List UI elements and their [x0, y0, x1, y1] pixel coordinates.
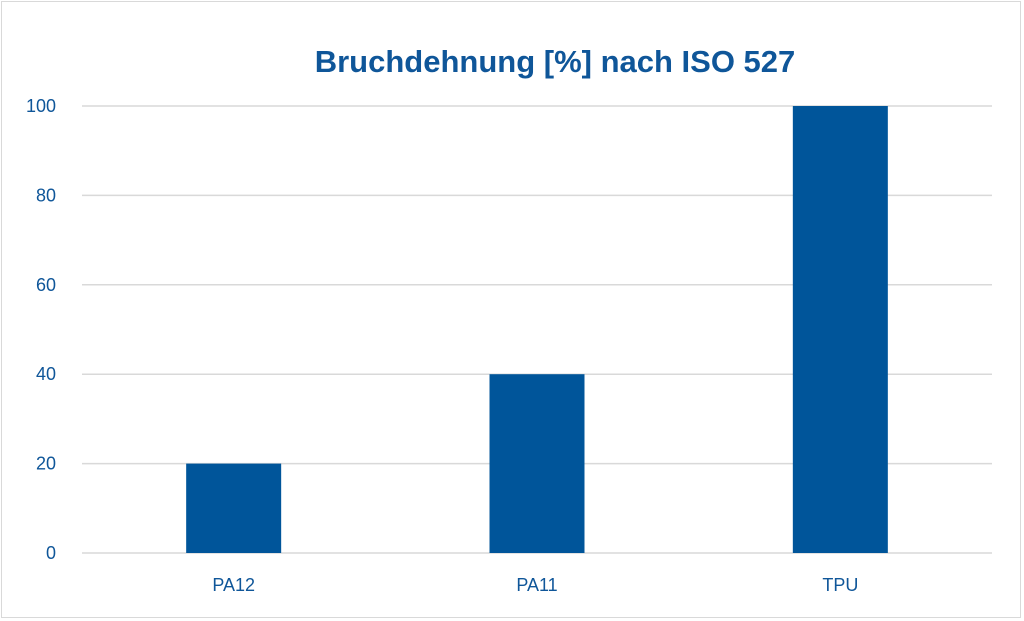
x-tick-label: TPU — [822, 575, 858, 595]
bar-pa12 — [186, 463, 282, 553]
y-tick-label: 80 — [36, 185, 56, 205]
y-tick-label: 0 — [46, 543, 56, 563]
x-tick-label: PA12 — [212, 575, 255, 595]
y-tick-label: 40 — [36, 364, 56, 384]
y-tick-label: 100 — [26, 96, 56, 116]
y-tick-label: 60 — [36, 275, 56, 295]
y-tick-label: 20 — [36, 454, 56, 474]
bar-pa11 — [489, 374, 585, 553]
chart-title: Bruchdehnung [%] nach ISO 527 — [314, 44, 796, 79]
bar-tpu — [792, 106, 888, 553]
x-tick-label: PA11 — [516, 575, 557, 595]
